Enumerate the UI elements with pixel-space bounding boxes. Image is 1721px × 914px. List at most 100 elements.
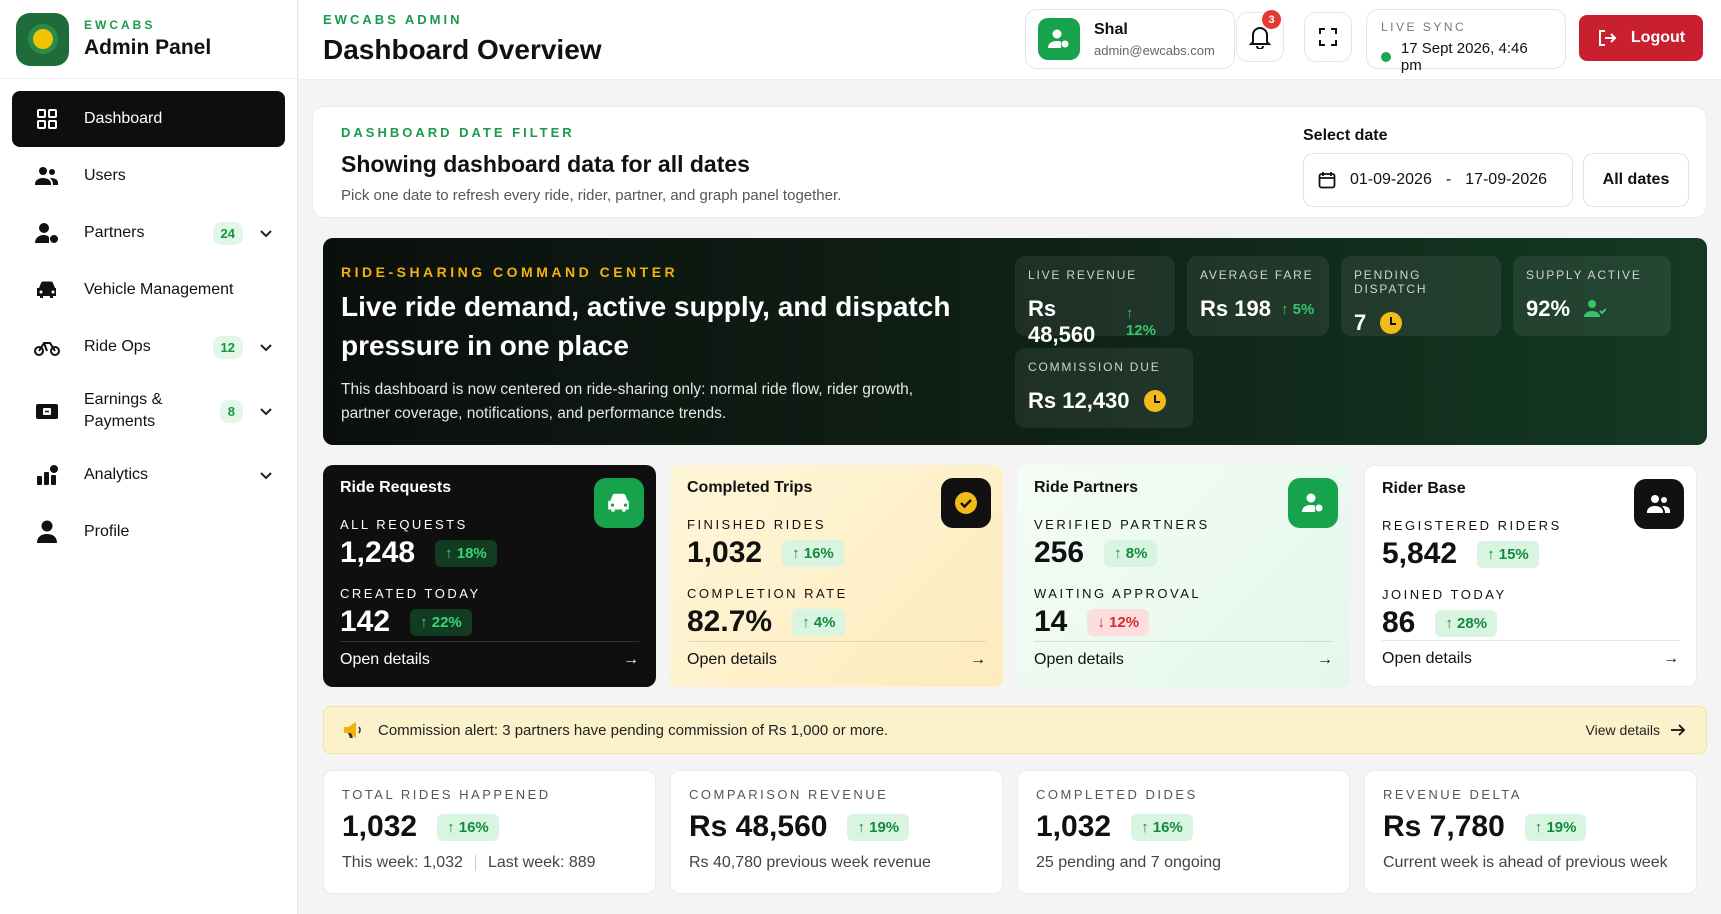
kpi-trend-value: 5% bbox=[1292, 300, 1315, 318]
open-details-label: Open details bbox=[340, 650, 430, 668]
app-logo bbox=[16, 12, 69, 66]
clock-icon bbox=[1380, 312, 1403, 334]
trend-up-indicator: ↑ 12% bbox=[1125, 305, 1156, 339]
card-metric-label: VERIFIED PARTNERS bbox=[1034, 517, 1210, 532]
partner-icon bbox=[34, 220, 60, 246]
kpi-value: 92% bbox=[1526, 296, 1571, 321]
sidebar-item-label: Users bbox=[84, 167, 126, 185]
date-from: 01-09-2026 bbox=[1350, 171, 1432, 188]
sidebar-item-vehicle-management[interactable]: Vehicle Management bbox=[12, 262, 285, 318]
users-icon bbox=[1584, 300, 1607, 317]
top-header: EWCABS ADMIN Dashboard Overview Shal adm… bbox=[299, 0, 1721, 80]
chevron-down-icon[interactable] bbox=[257, 224, 275, 242]
trend-value: 28% bbox=[1457, 614, 1488, 632]
car-icon bbox=[34, 277, 60, 303]
chevron-down-icon[interactable] bbox=[257, 466, 275, 484]
clock-icon bbox=[1143, 390, 1166, 412]
open-details-link[interactable]: Open details → bbox=[1382, 640, 1679, 676]
metric-value: 1,032 bbox=[342, 810, 418, 843]
partners-count-badge: 24 bbox=[212, 221, 243, 245]
divider bbox=[474, 855, 476, 871]
card-title: Ride Partners bbox=[1034, 479, 1139, 496]
sidebar: EWCABS Admin Panel Dashboard Users Partn… bbox=[0, 0, 298, 914]
trend-up-badge: ↑ 28% bbox=[1435, 609, 1498, 637]
sidebar-item-earnings-payments[interactable]: Earnings & Payments 8 bbox=[12, 376, 285, 446]
trend-down-badge: ↓ 12% bbox=[1087, 608, 1150, 636]
all-dates-button[interactable]: All dates bbox=[1583, 153, 1689, 207]
revenue-delta-metric: REVENUE DELTA Rs 7,780 ↑ 19% Current week… bbox=[1364, 770, 1697, 894]
open-details-link[interactable]: Open details → bbox=[1034, 641, 1333, 677]
filter-subtitle: Pick one date to refresh every ride, rid… bbox=[341, 187, 842, 204]
kpi-trend-value: 12% bbox=[1125, 322, 1156, 339]
command-center-panel: RIDE-SHARING COMMAND CENTER Live ride de… bbox=[323, 238, 1707, 445]
chevron-down-icon[interactable] bbox=[257, 338, 275, 356]
metric-subtext: Rs 40,780 previous week revenue bbox=[689, 854, 931, 871]
kpi-supply-active: SUPPLY ACTIVE 92% bbox=[1513, 256, 1671, 336]
notifications-button[interactable]: 3 bbox=[1236, 10, 1284, 62]
comparison-revenue-metric: COMPARISON REVENUE Rs 48,560 ↑ 19% Rs 40,… bbox=[670, 770, 1003, 894]
card-metric-label: FINISHED RIDES bbox=[687, 517, 827, 532]
sidebar-item-partners[interactable]: Partners 24 bbox=[12, 205, 285, 261]
card-metric-label: COMPLETION RATE bbox=[687, 586, 848, 601]
sidebar-nav: Dashboard Users Partners 24 Vehicle Mana… bbox=[0, 79, 297, 560]
calendar-icon bbox=[1318, 172, 1336, 189]
ride-partners-card[interactable]: Ride Partners VERIFIED PARTNERS 256 ↑ 8% … bbox=[1017, 465, 1350, 687]
view-details-label: View details bbox=[1585, 722, 1660, 738]
metric-label: TOTAL RIDES HAPPENED bbox=[342, 787, 551, 802]
trend-value: 18% bbox=[456, 544, 487, 562]
card-metric-label: CREATED TODAY bbox=[340, 586, 481, 601]
kpi-value: Rs 48,560 bbox=[1028, 296, 1096, 347]
trend-value: 19% bbox=[869, 818, 900, 836]
profile-icon bbox=[34, 519, 60, 545]
chevron-down-icon[interactable] bbox=[257, 402, 275, 420]
open-details-label: Open details bbox=[687, 650, 777, 668]
sidebar-item-users[interactable]: Users bbox=[12, 148, 285, 204]
grid-icon bbox=[34, 106, 60, 132]
trend-value: 8% bbox=[1125, 544, 1148, 562]
filter-title: Showing dashboard data for all dates bbox=[341, 151, 750, 177]
open-details-link[interactable]: Open details → bbox=[340, 641, 639, 677]
kpi-value: 7 bbox=[1354, 310, 1367, 335]
rider-base-card[interactable]: Rider Base REGISTERED RIDERS 5,842 ↑ 15% … bbox=[1364, 465, 1697, 687]
card-metric-value: 142 bbox=[340, 605, 391, 638]
date-filter-card: DASHBOARD DATE FILTER Showing dashboard … bbox=[312, 106, 1707, 218]
arrow-right-icon: → bbox=[1663, 649, 1679, 667]
metric-label: COMPARISON REVENUE bbox=[689, 787, 889, 802]
completed-trips-card[interactable]: Completed Trips FINISHED RIDES 1,032 ↑ 16… bbox=[670, 465, 1003, 687]
sidebar-item-label: Earnings & Payments bbox=[84, 391, 163, 430]
total-rides-metric: TOTAL RIDES HAPPENED 1,032 ↑ 16% This wee… bbox=[323, 770, 656, 894]
card-title: Ride Requests bbox=[340, 479, 452, 496]
ride-requests-card[interactable]: Ride Requests ALL REQUESTS 1,248 ↑ 18% CR… bbox=[323, 465, 656, 687]
card-metric-label: WAITING APPROVAL bbox=[1034, 586, 1202, 601]
view-details-link[interactable]: View details bbox=[1586, 722, 1686, 738]
sidebar-item-ride-ops[interactable]: Ride Ops 12 bbox=[12, 319, 285, 375]
user-card[interactable]: Shal admin@ewcabs.com bbox=[1025, 9, 1235, 69]
kpi-commission-due: COMMISSION DUE Rs 12,430 bbox=[1015, 348, 1193, 428]
metric-label: COMPLETED DIDES bbox=[1036, 787, 1198, 802]
kpi-value: Rs 12,430 bbox=[1028, 388, 1130, 413]
arrow-right-icon: → bbox=[623, 650, 639, 668]
card-title: Rider Base bbox=[1382, 480, 1466, 497]
sidebar-item-profile[interactable]: Profile bbox=[12, 504, 285, 560]
open-details-link[interactable]: Open details → bbox=[687, 641, 986, 677]
notification-count-badge: 3 bbox=[1262, 10, 1281, 29]
users-icon bbox=[1634, 479, 1684, 529]
avatar bbox=[1038, 18, 1080, 60]
sidebar-item-label: Profile bbox=[84, 523, 130, 541]
sidebar-item-dashboard[interactable]: Dashboard bbox=[12, 91, 285, 147]
arrow-right-icon bbox=[1671, 724, 1686, 736]
date-range-picker[interactable]: 01-09-2026 - 17-09-2026 bbox=[1303, 153, 1573, 207]
card-metric-value: 256 bbox=[1034, 536, 1085, 569]
partner-icon bbox=[1288, 478, 1338, 528]
fullscreen-icon bbox=[1319, 28, 1337, 46]
card-metric-value: 82.7% bbox=[687, 605, 773, 638]
sidebar-item-analytics[interactable]: Analytics bbox=[12, 447, 285, 503]
trend-up-badge: ↑ 4% bbox=[792, 608, 846, 636]
alert-message: Commission alert: 3 partners have pendin… bbox=[378, 721, 889, 739]
trend-value: 4% bbox=[813, 613, 836, 631]
select-date-label: Select date bbox=[1303, 127, 1388, 144]
user-email: admin@ewcabs.com bbox=[1094, 42, 1215, 58]
kpi-live-revenue: LIVE REVENUE Rs 48,560 ↑ 12% bbox=[1015, 256, 1175, 347]
logout-button[interactable]: Logout bbox=[1579, 15, 1703, 61]
fullscreen-button[interactable] bbox=[1304, 12, 1352, 62]
